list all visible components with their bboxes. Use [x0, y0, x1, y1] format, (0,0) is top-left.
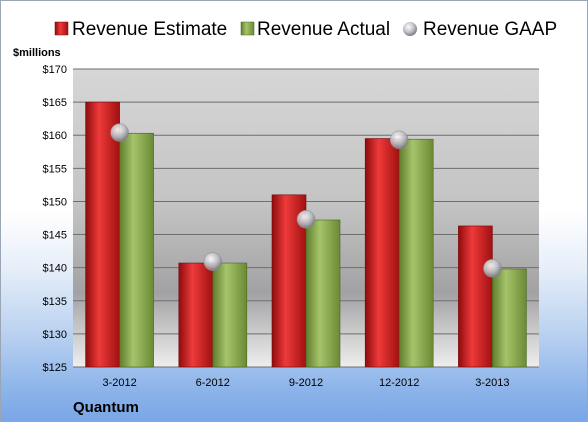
legend-label-revenue-estimate: Revenue Estimate: [72, 19, 227, 40]
x-tick-label: 9-2012: [289, 377, 323, 389]
bars: [85, 101, 527, 368]
legend-label-revenue-actual: Revenue Actual: [257, 19, 390, 40]
y-tick-label: $155: [43, 163, 67, 175]
marker-revenue-gaap: [203, 252, 223, 271]
marker-revenue-gaap: [483, 259, 502, 278]
bar-revenue-estimate: [458, 225, 493, 368]
legend-swatch-revenue-gaap: [403, 22, 417, 36]
legend-swatch-revenue-actual: [240, 21, 255, 36]
legend: Revenue Estimate Revenue Actual Revenue …: [54, 19, 557, 40]
bar-revenue-estimate: [85, 101, 120, 368]
y-tick-label: $140: [43, 263, 67, 275]
y-tick-label: $160: [43, 130, 67, 142]
marker-revenue-gaap: [296, 210, 316, 229]
x-axis-ticks: 3-2012 6-2012 9-2012 12-2012 3-2013: [102, 377, 509, 389]
bar-revenue-actual: [492, 268, 527, 368]
y-tick-label: $170: [43, 64, 67, 76]
y-tick-label: $135: [43, 296, 67, 308]
x-tick-label: 3-2012: [102, 377, 136, 389]
y-axis-unit-label: $millions: [13, 47, 61, 59]
legend-label-revenue-gaap: Revenue GAAP: [423, 19, 557, 40]
y-tick-label: $125: [43, 362, 67, 374]
y-tick-label: $165: [43, 97, 67, 109]
gaap-markers: [110, 123, 502, 278]
marker-revenue-gaap: [110, 123, 129, 142]
bar-revenue-actual: [305, 219, 341, 368]
company-name: Quantum: [73, 399, 139, 416]
y-tick-label: $130: [43, 329, 67, 341]
y-tick-label: $150: [43, 196, 67, 208]
y-tick-label: $145: [43, 230, 67, 242]
y-axis-ticks: $125 $130 $135 $140 $145 $150 $155 $160 $165 $170: [43, 64, 67, 374]
x-tick-label: 12-2012: [379, 377, 419, 389]
bar-revenue-actual: [119, 132, 154, 368]
x-tick-label: 3-2013: [475, 377, 509, 389]
bar-revenue-actual: [398, 138, 434, 368]
bar-revenue-estimate: [364, 138, 400, 368]
x-tick-label: 6-2012: [196, 377, 230, 389]
marker-revenue-gaap: [389, 130, 409, 150]
bar-revenue-actual: [212, 262, 248, 368]
bar-revenue-estimate: [178, 262, 214, 368]
legend-swatch-revenue-estimate: [54, 21, 69, 36]
